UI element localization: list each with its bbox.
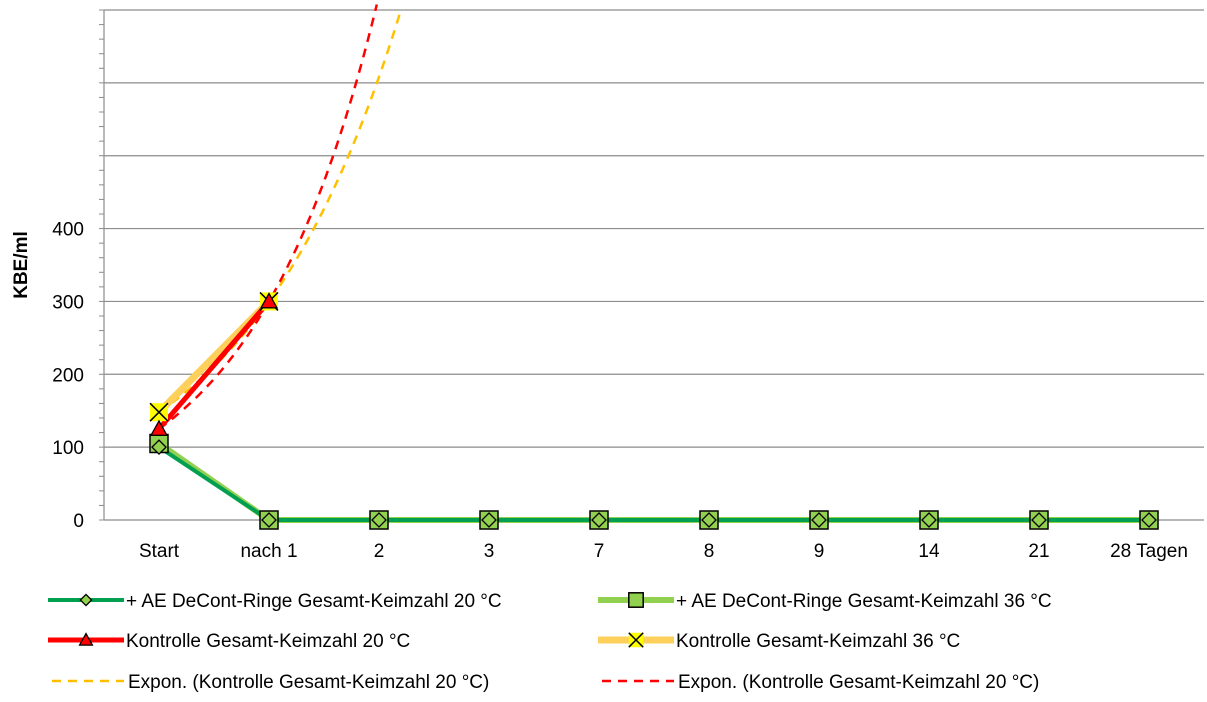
data-point-triangle <box>259 292 279 309</box>
data-point-diamond <box>371 512 387 528</box>
x-tick-label: 9 <box>814 541 825 562</box>
series-lines <box>156 298 1149 523</box>
legend-entry: Kontrolle Gesamt-Keimzahl 20 °C <box>48 631 410 652</box>
legend-label: Kontrolle Gesamt-Keimzahl 36 °C <box>676 631 960 652</box>
trendlines <box>158 4 403 430</box>
series-line <box>157 299 271 431</box>
legend-entry: + AE DeCont-Ringe Gesamt-Keimzahl 36 °C <box>598 591 1052 612</box>
y-tick-label: 200 <box>52 365 84 386</box>
legend-label: + AE DeCont-Ringe Gesamt-Keimzahl 36 °C <box>676 591 1052 612</box>
data-point-diamond <box>261 512 277 528</box>
data-point-diamond <box>1031 512 1047 528</box>
x-tick-label: 2 <box>374 541 385 562</box>
legend-entry: Expon. (Kontrolle Gesamt-Keimzahl 20 °C) <box>602 672 1039 693</box>
data-point-x <box>149 402 169 422</box>
series-markers <box>149 291 1159 530</box>
data-point-diamond <box>151 439 167 456</box>
data-point-square <box>628 592 644 608</box>
data-point-diamond <box>591 512 607 528</box>
data-point-triangle <box>149 419 169 436</box>
data-point-x <box>628 632 644 648</box>
x-tick-label: 28 Tagen <box>1110 541 1188 562</box>
x-marker-stroke <box>149 402 169 422</box>
gridlines <box>104 9 1204 448</box>
x-tick-labels: Start nach 1 2 3 7 8 9 14 21 28 Tagen <box>139 541 1188 562</box>
legend-entry: + AE DeCont-Ringe Gesamt-Keimzahl 20 °C <box>48 591 502 612</box>
trendline <box>158 4 379 430</box>
y-tick-label: 100 <box>52 438 84 459</box>
legend-label: Expon. (Kontrolle Gesamt-Keimzahl 20 °C) <box>678 672 1039 693</box>
y-axis-title: KBE/ml <box>11 231 32 299</box>
trendline <box>158 9 403 414</box>
x-tick-label: 3 <box>484 541 495 562</box>
y-tick-label: 0 <box>73 511 84 532</box>
x-tick-label: 8 <box>704 541 715 562</box>
y-tick-label: 300 <box>52 292 84 313</box>
axes <box>99 9 1204 521</box>
data-point-diamond <box>811 512 827 528</box>
legend-entry: Expon. (Kontrolle Gesamt-Keimzahl 20 °C) <box>52 672 489 693</box>
data-point-diamond <box>79 593 93 607</box>
x-tick-label: nach 1 <box>240 541 297 562</box>
data-point-diamond <box>1141 512 1157 528</box>
legend-entry: Kontrolle Gesamt-Keimzahl 36 °C <box>598 631 960 652</box>
series-line <box>157 445 1149 522</box>
legend-label: Kontrolle Gesamt-Keimzahl 20 °C <box>126 631 410 652</box>
legend-label: + AE DeCont-Ringe Gesamt-Keimzahl 20 °C <box>126 591 502 612</box>
x-marker-stroke <box>628 632 644 648</box>
data-point-triangle <box>78 632 94 646</box>
data-point-diamond <box>921 512 937 528</box>
x-tick-label: 7 <box>594 541 605 562</box>
y-tick-label: 400 <box>52 220 84 241</box>
legend-label: Expon. (Kontrolle Gesamt-Keimzahl 20 °C) <box>128 672 489 693</box>
x-tick-label: 14 <box>918 541 940 562</box>
x-tick-label: Start <box>139 541 180 562</box>
series-line <box>157 441 1149 523</box>
data-point-diamond <box>481 512 497 528</box>
y-tick-labels: 0 100 200 300 400 <box>52 220 84 532</box>
data-point-diamond <box>701 512 717 528</box>
legend: + AE DeCont-Ringe Gesamt-Keimzahl 20 °C +… <box>48 591 1052 693</box>
x-tick-label: 21 <box>1028 541 1049 562</box>
